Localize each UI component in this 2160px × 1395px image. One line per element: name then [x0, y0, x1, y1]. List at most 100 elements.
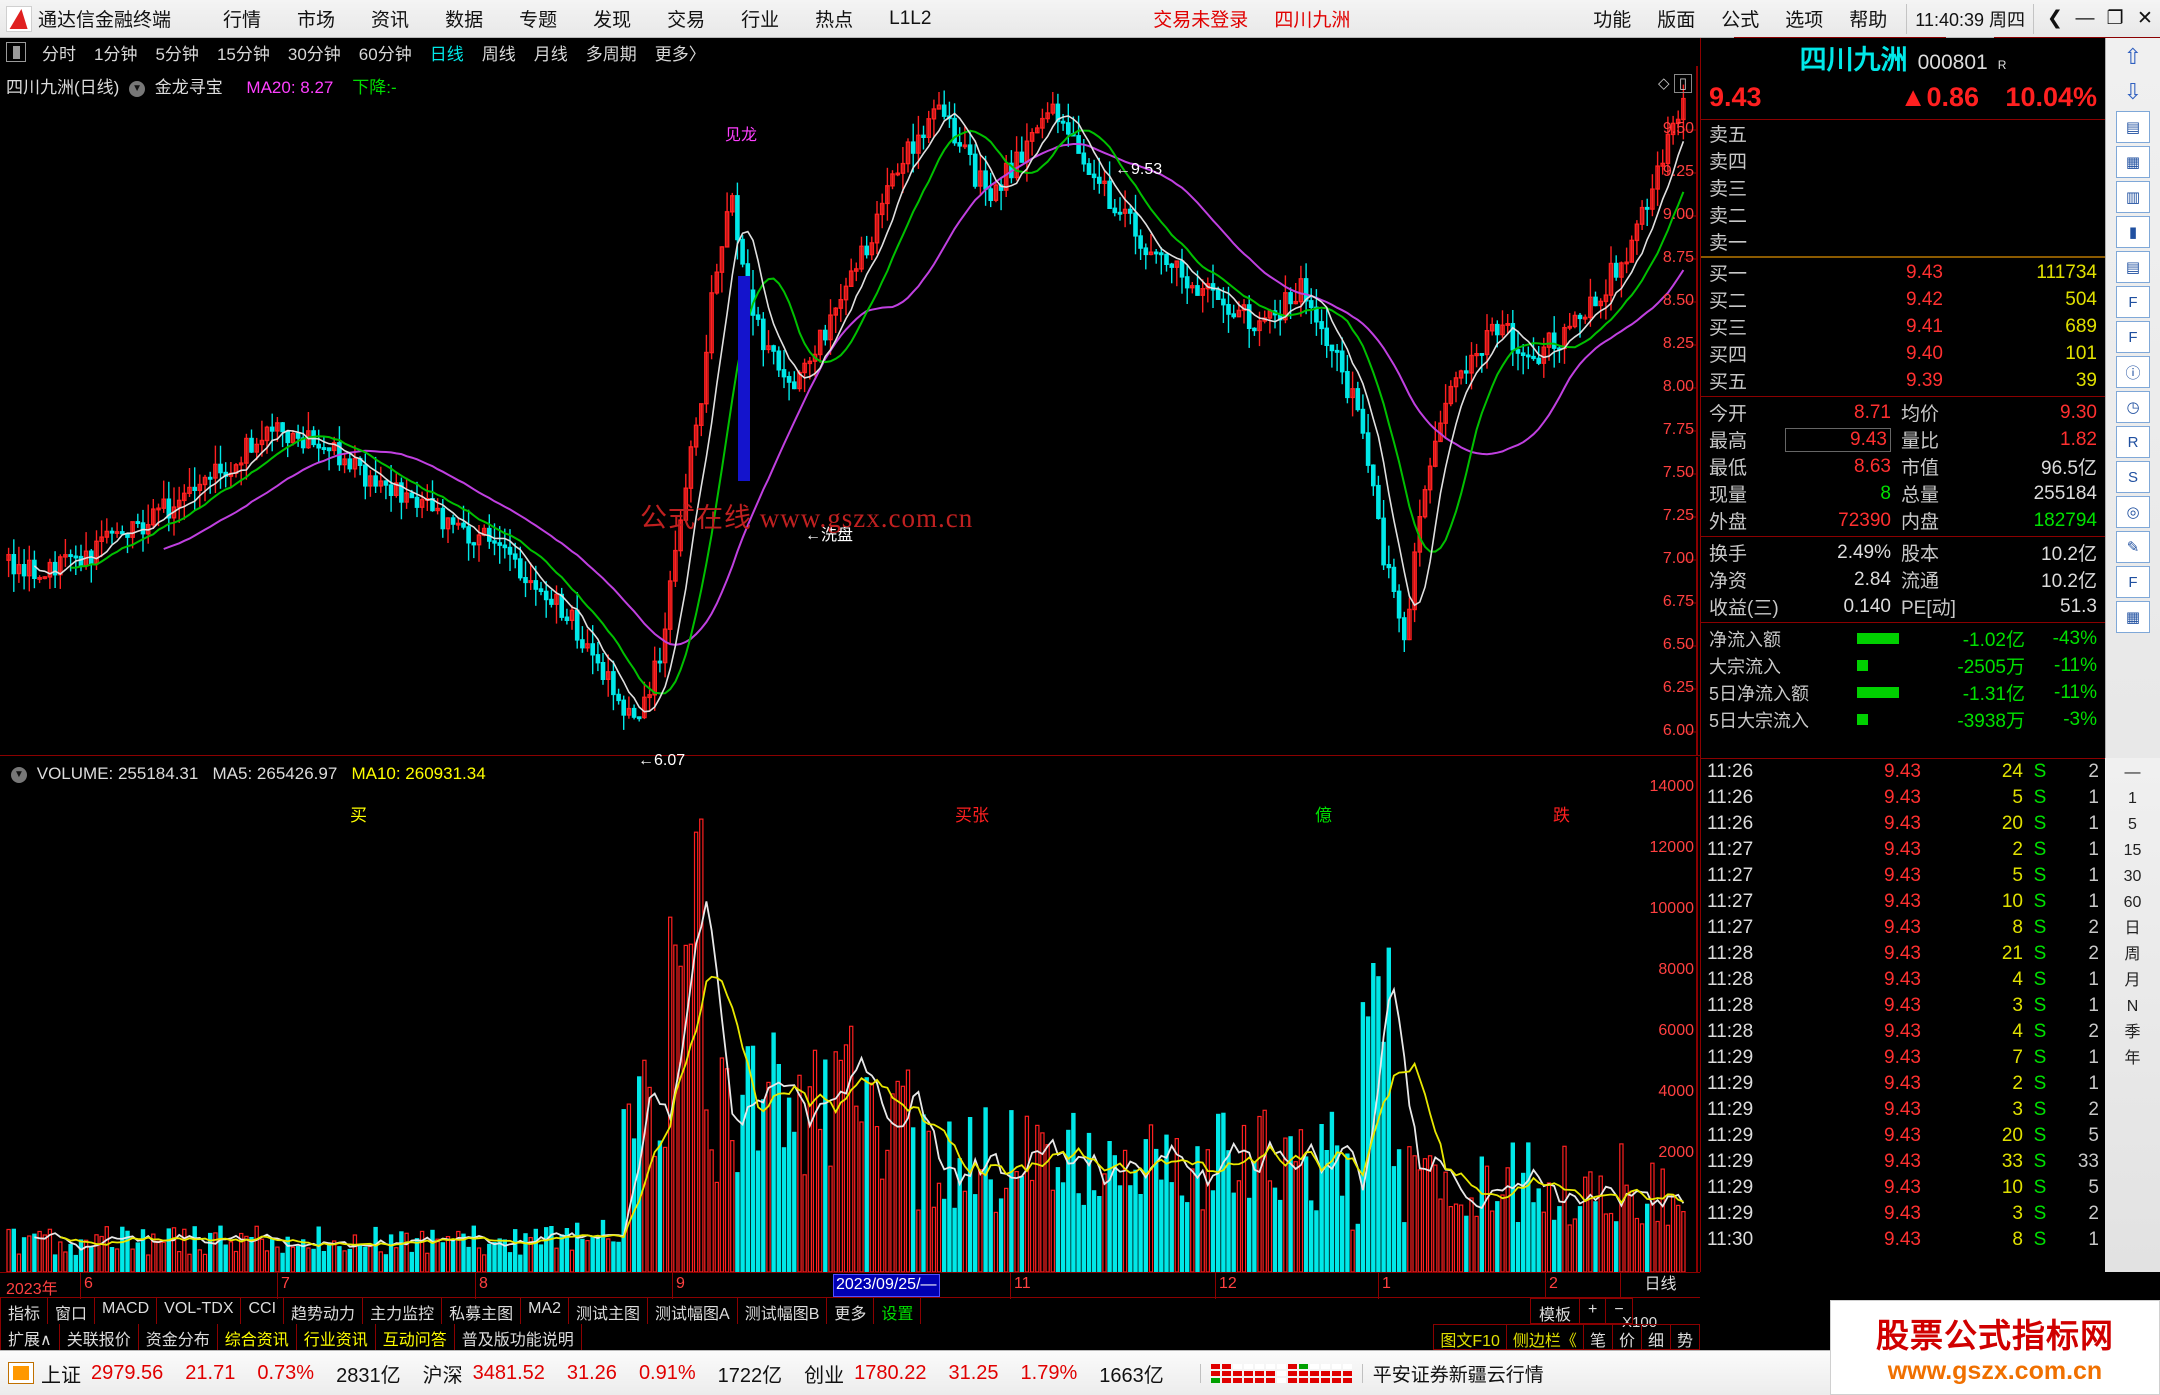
list-color-icon[interactable]: ▦: [2116, 146, 2150, 178]
indicator-tab-7[interactable]: 私募主图: [442, 1298, 522, 1324]
ask-level-3[interactable]: 卖三: [1701, 174, 2105, 201]
tick-row[interactable]: 11:29 9.43 10 S 5: [1701, 1175, 2105, 1201]
period-1min[interactable]: 1分钟: [94, 44, 138, 64]
rail-period-30[interactable]: 30: [2123, 868, 2142, 885]
back-icon[interactable]: ❮: [2047, 8, 2063, 29]
price-chart[interactable]: 四川九洲(日线) ▼ 金龙寻宝 MA20: 8.27 下降:- ◇ ▯: [0, 66, 1700, 769]
maximize-icon[interactable]: ❐: [2106, 8, 2124, 29]
F5-icon[interactable]: F: [2116, 566, 2150, 598]
menu-item-2[interactable]: 资讯: [371, 10, 410, 31]
extension-tab-row[interactable]: 扩展∧ 关联报价 资金分布 综合资讯 行业资讯 互动问答 普及版功能说明: [0, 1324, 1700, 1350]
menu-item-6[interactable]: 交易: [667, 10, 706, 31]
ask-level-5[interactable]: 卖五: [1701, 120, 2105, 147]
pen-button[interactable]: 笔: [1582, 1324, 1612, 1350]
menu-right-2[interactable]: 公式: [1721, 10, 1760, 31]
tick-row[interactable]: 11:29 9.43 3 S 2: [1701, 1201, 2105, 1227]
zoom-out-button[interactable]: −: [1605, 1298, 1633, 1324]
ask-level-4[interactable]: 卖四: [1701, 147, 2105, 174]
bid-level-3[interactable]: 买三 9.41 689: [1701, 313, 2105, 340]
ext-tab-2[interactable]: 资金分布: [139, 1324, 218, 1350]
menu-item-7[interactable]: 行业: [741, 10, 780, 31]
list-check-icon[interactable]: ▤: [2116, 111, 2150, 143]
clock-icon[interactable]: ◷: [2116, 391, 2150, 423]
indicator-tab-6[interactable]: 主力监控: [363, 1298, 443, 1324]
pencil-icon[interactable]: ✎: [2116, 531, 2150, 563]
indicator-tab-12[interactable]: 更多: [827, 1298, 875, 1324]
menu-right-0[interactable]: 功能: [1593, 10, 1632, 31]
minimize-icon[interactable]: —: [2075, 7, 2095, 29]
indicator-tab-2[interactable]: MACD: [95, 1298, 158, 1324]
tick-row[interactable]: 11:28 9.43 21 S 2: [1701, 941, 2105, 967]
indicator-tab-1[interactable]: 窗口: [48, 1298, 96, 1324]
copy-icon[interactable]: ▤: [2116, 251, 2150, 283]
indicator-tab-5[interactable]: 趋势动力: [284, 1298, 364, 1324]
grid-icon[interactable]: ▦: [2116, 601, 2150, 633]
period-30min[interactable]: 30分钟: [287, 44, 341, 64]
S-icon[interactable]: S: [2116, 461, 2150, 493]
ext-tab-6[interactable]: 普及版功能说明: [455, 1324, 582, 1350]
period-daily[interactable]: 日线: [429, 44, 464, 64]
tick-row[interactable]: 11:27 9.43 2 S 1: [1701, 837, 2105, 863]
RSI-icon[interactable]: R: [2116, 426, 2150, 458]
menu-item-1[interactable]: 市场: [297, 10, 336, 31]
index-2-name[interactable]: 创业: [804, 1364, 845, 1387]
index-0-name[interactable]: 上证: [41, 1364, 81, 1387]
ext-tab-0[interactable]: 扩展∧: [0, 1324, 60, 1350]
chart-corner-icons[interactable]: ◇ ▯: [1658, 74, 1692, 93]
ext-tab-4[interactable]: 行业资讯: [297, 1324, 376, 1350]
menu-item-8[interactable]: 热点: [815, 10, 854, 31]
tick-row[interactable]: 11:27 9.43 8 S 2: [1701, 915, 2105, 941]
ask-level-1[interactable]: 卖一: [1701, 228, 2105, 255]
up-arrow-icon[interactable]: ⇧: [2123, 44, 2143, 69]
indicator-tab-9[interactable]: 测试主图: [569, 1298, 649, 1324]
close-icon[interactable]: ✕: [2137, 8, 2153, 29]
indicator-tab-8[interactable]: MA2: [521, 1298, 569, 1324]
rail-period-15[interactable]: 15: [2123, 842, 2142, 859]
menu-item-9[interactable]: L1L2: [889, 7, 932, 29]
period-weekly[interactable]: 周线: [481, 44, 516, 64]
period-monthly[interactable]: 月线: [533, 44, 568, 64]
tick-row[interactable]: 11:26 9.43 5 S 1: [1701, 785, 2105, 811]
right-bottom-strip[interactable]: 图文F10 侧边栏《 笔 价 细 势: [1150, 1324, 1700, 1350]
period-more[interactable]: 更多〉: [654, 44, 706, 64]
period-15min[interactable]: 15分钟: [216, 44, 270, 64]
ask-level-2[interactable]: 卖二: [1701, 201, 2105, 228]
indicator-tab-10[interactable]: 测试幅图A: [648, 1298, 738, 1324]
tick-row[interactable]: 11:29 9.43 20 S 5: [1701, 1123, 2105, 1149]
menu-item-4[interactable]: 专题: [519, 10, 558, 31]
tick-row[interactable]: 11:29 9.43 33 S 33: [1701, 1149, 2105, 1175]
rail-period-N[interactable]: N: [2126, 998, 2139, 1015]
candle-icon[interactable]: ▮: [2116, 216, 2150, 248]
F-icon[interactable]: F: [2116, 286, 2150, 318]
target-icon[interactable]: ◎: [2116, 496, 2150, 528]
rail-period-日[interactable]: 日: [2124, 920, 2141, 937]
ext-tab-3[interactable]: 综合资讯: [218, 1324, 297, 1350]
trend-button[interactable]: 势: [1669, 1324, 1700, 1350]
menu-right-3[interactable]: 选项: [1785, 10, 1824, 31]
info-icon[interactable]: ⓘ: [2116, 356, 2150, 388]
indicator-tab-4[interactable]: CCI: [241, 1298, 285, 1324]
tick-list[interactable]: 11:26 9.43 24 S 2 11:26 9.43 5 S 1 11:26 9.43 20 S 1 11…: [1700, 758, 2105, 1272]
tick-row[interactable]: 11:28 9.43 4 S 1: [1701, 967, 2105, 993]
detail-button[interactable]: 细: [1640, 1324, 1670, 1350]
rail-period-1[interactable]: 1: [2128, 790, 2137, 807]
right-period-rail[interactable]: —1 5 15 30 60 日周月 N 季年: [2105, 758, 2160, 1272]
rail-period-60[interactable]: 60: [2123, 894, 2142, 911]
volume-chart[interactable]: ▼ VOLUME: 255184.31 MA5: 265426.97 MA10:…: [0, 757, 1700, 1272]
menu-item-5[interactable]: 发现: [593, 10, 632, 31]
volume-chevron-icon[interactable]: ▼: [11, 767, 27, 783]
bid-level-5[interactable]: 买五 9.39 39: [1701, 367, 2105, 394]
menu-item-0[interactable]: 行情: [223, 10, 262, 31]
chevron-down-icon[interactable]: ▼: [129, 81, 146, 97]
zoom-in-button[interactable]: +: [1579, 1298, 1606, 1324]
tick-row[interactable]: 11:26 9.43 24 S 2: [1701, 759, 2105, 785]
chart-red-icon[interactable]: ▥: [2116, 181, 2150, 213]
bid-level-2[interactable]: 买二 9.42 504: [1701, 286, 2105, 313]
tick-row[interactable]: 11:29 9.43 3 S 2: [1701, 1097, 2105, 1123]
menu-right-4[interactable]: 帮助: [1849, 10, 1888, 31]
ext-tab-1[interactable]: 关联报价: [60, 1324, 139, 1350]
f10-graphic-button[interactable]: 图文F10: [1433, 1324, 1506, 1350]
tick-row[interactable]: 11:30 9.43 8 S 1: [1701, 1227, 2105, 1253]
down-arrow-icon[interactable]: ⇩: [2123, 79, 2143, 104]
rail-period-年[interactable]: 年: [2124, 1050, 2141, 1067]
